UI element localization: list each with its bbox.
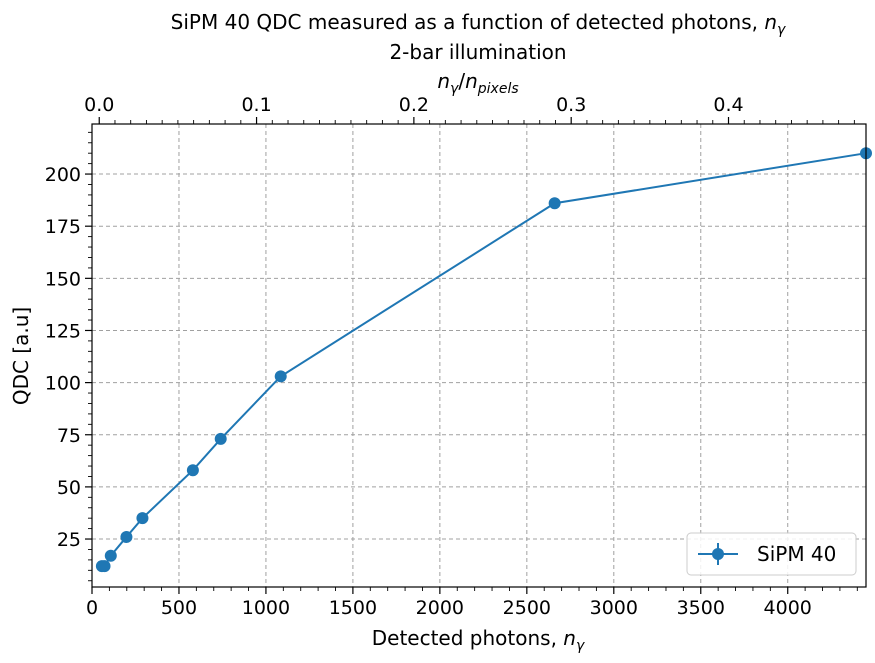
tick-labels: 0 500 1000 1500 2000 2500 3000 3500 4000 25 50 75 10…	[45, 94, 812, 619]
x-tick-label: 4000	[764, 597, 812, 619]
x-tick-label: 2500	[503, 597, 551, 619]
legend-label-sipm-40: SiPM 40	[757, 542, 836, 566]
data-point	[548, 197, 561, 210]
chart-title-subscript: γ	[777, 22, 786, 38]
x-tick-label: 0	[86, 597, 98, 619]
top-tick-label: 0.0	[84, 94, 114, 116]
x-tick-label: 500	[161, 597, 197, 619]
x-tick-label: 3500	[677, 597, 725, 619]
legend: SiPM 40	[686, 532, 857, 576]
chart-title: SiPM 40 QDC measured as a function of de…	[171, 10, 786, 38]
data-point	[104, 549, 117, 562]
x-tick-label: 1500	[329, 597, 377, 619]
y-tick-label: 175	[45, 216, 81, 238]
top-tick-label: 0.4	[713, 94, 743, 116]
chart-title-symbol: n	[764, 10, 777, 34]
data-point	[214, 432, 227, 445]
data-point	[136, 512, 149, 525]
x-tick-label: 2000	[416, 597, 464, 619]
grid	[91, 124, 866, 587]
y-axis-label: QDC [a.u]	[9, 307, 33, 405]
data-point	[120, 530, 133, 543]
x-tick-label: 3000	[590, 597, 638, 619]
y-tick-label: 25	[57, 529, 81, 551]
top-axis-label: nγ/npixels	[437, 69, 518, 97]
axis-ticks	[85, 117, 858, 594]
legend-point-marker	[712, 548, 724, 560]
plot-frame	[91, 123, 867, 588]
y-tick-label: 150	[45, 268, 81, 290]
data-series	[95, 147, 872, 573]
x-tick-label: 1000	[242, 597, 290, 619]
top-tick-label: 0.1	[241, 94, 271, 116]
data-point	[274, 370, 287, 383]
y-tick-label: 200	[45, 164, 81, 186]
data-point	[98, 560, 111, 573]
y-tick-label: 125	[45, 320, 81, 342]
y-tick-label: 100	[45, 373, 81, 395]
legend-box	[686, 532, 857, 576]
chart-title-main: SiPM 40 QDC measured as a function of de…	[171, 10, 765, 34]
y-tick-label: 75	[57, 425, 81, 447]
top-tick-label: 0.2	[399, 94, 429, 116]
chart-subtitle: 2-bar illumination	[389, 40, 566, 64]
data-point	[186, 464, 199, 477]
y-tick-label: 50	[57, 477, 81, 499]
series-line-sipm-40	[101, 152, 867, 568]
x-axis-label: Detected photons, nγ	[372, 626, 585, 654]
top-tick-label: 0.3	[556, 94, 586, 116]
